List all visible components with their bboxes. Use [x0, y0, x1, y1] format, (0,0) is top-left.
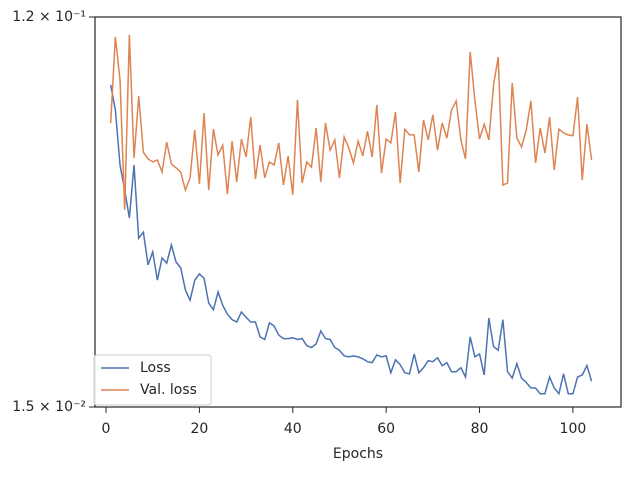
- series-line: [109, 34, 593, 210]
- x-tick-label: 80: [471, 421, 489, 437]
- x-tick-label: 20: [190, 421, 208, 437]
- x-tick-label: 0: [102, 421, 111, 437]
- x-tick-label: 100: [560, 421, 587, 437]
- plot-frame: [94, 16, 622, 408]
- x-tick-label: 60: [377, 421, 395, 437]
- y-tick-label: 1.2 × 10⁻¹: [12, 9, 86, 25]
- series-line: [109, 84, 593, 396]
- y-tick-label: 1.5 × 10⁻²: [12, 399, 86, 415]
- x-tick-label: 40: [284, 421, 302, 437]
- legend: Loss Val. loss: [93, 354, 212, 406]
- legend-label: Loss: [140, 360, 171, 376]
- legend-label: Val. loss: [140, 382, 197, 398]
- x-axis-label: Epochs: [333, 446, 383, 462]
